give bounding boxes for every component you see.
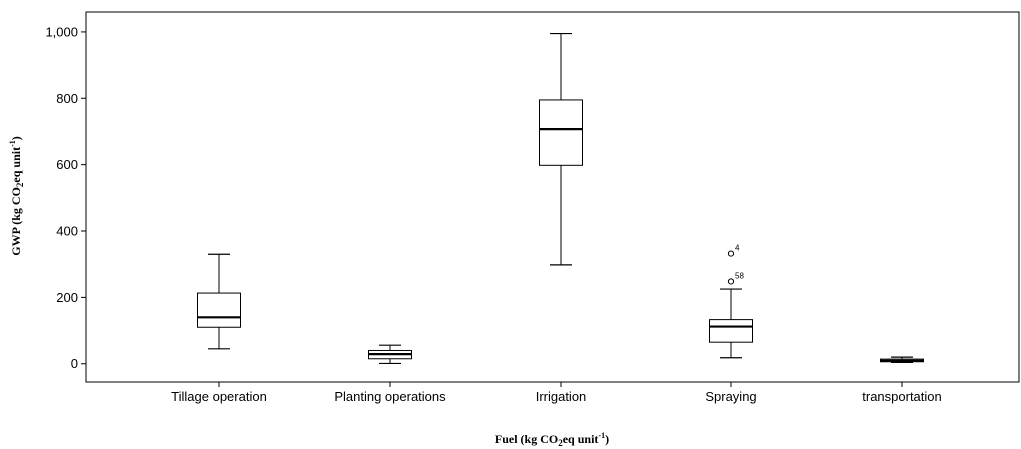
y-tick-label-3: 600 (56, 157, 78, 172)
box-4 (880, 356, 924, 364)
y-tick-label-5: 1,000 (45, 24, 78, 39)
box-2 (539, 32, 583, 266)
y-axis-title-end: ) (9, 136, 23, 140)
outlier-label-3-1: 58 (735, 271, 744, 280)
x-tick-label-0: Tillage operation (171, 389, 267, 404)
y-tick-label-0: 0 (71, 356, 78, 371)
outlier-3-1 (727, 278, 735, 285)
outlier-label-3-0: 4 (735, 244, 740, 253)
x-axis-title: Fuel (kg CO2eq unit-1) (495, 431, 609, 448)
box-series: 4 58 (197, 32, 924, 365)
y-tick-label-2: 400 (56, 224, 78, 239)
x-axis-title-main: Fuel (kg CO (495, 432, 558, 446)
box-iqr-2 (539, 99, 583, 166)
x-tick-label-2: Irrigation (536, 389, 587, 404)
y-axis-title-main: GWP (kg CO (9, 187, 23, 256)
x-tick-label-3: Spraying (705, 389, 756, 404)
box-iqr-3 (709, 319, 753, 343)
x-axis: Tillage operation Planting operations Irri… (171, 382, 942, 404)
box-0 (197, 253, 241, 350)
x-axis-title-sub: 2 (558, 438, 563, 448)
x-tick-label-4: transportation (862, 389, 942, 404)
y-tick-label-4: 800 (56, 91, 78, 106)
plot-frame (85, 11, 1020, 383)
box-1 (368, 344, 412, 365)
y-axis-title-sup: -1 (8, 140, 17, 147)
y-axis-title-mid: eq unit (9, 147, 23, 183)
y-axis: 0 200 400 600 800 1,000 (45, 24, 86, 371)
x-axis-title-mid: eq unit (563, 432, 599, 446)
box-iqr-0 (197, 292, 241, 328)
x-axis-title-sup: -1 (598, 431, 605, 440)
box-3: 4 58 (709, 244, 753, 359)
y-tick-label-1: 200 (56, 290, 78, 305)
x-tick-label-1: Planting operations (334, 389, 446, 404)
outlier-3-0 (727, 250, 735, 257)
x-axis-title-end: ) (605, 432, 609, 446)
y-axis-title: GWP (kg CO2eq unit-1) (8, 136, 25, 256)
y-axis-title-sub: 2 (15, 182, 25, 187)
